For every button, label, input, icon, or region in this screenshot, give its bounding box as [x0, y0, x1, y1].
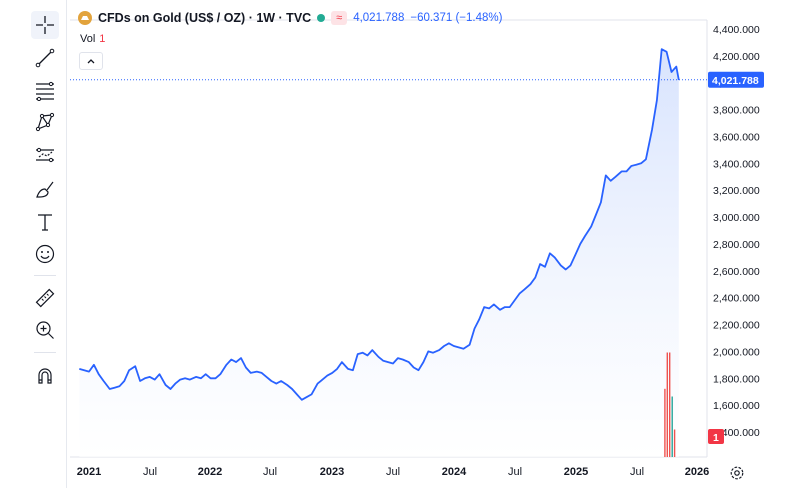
y-tick-label: 3,200.000 [713, 185, 760, 197]
toolbar-divider [34, 275, 56, 276]
collapse-legend-button[interactable] [79, 52, 103, 70]
volume-legend: Vol 1 [80, 33, 105, 45]
x-tick-label: Jul [386, 466, 400, 478]
ruler-icon [35, 288, 55, 308]
fib-retracement-tool[interactable] [31, 76, 59, 104]
y-tick-label: 1,800.000 [713, 373, 760, 385]
magnet-tool[interactable] [31, 362, 59, 390]
y-tick-label: 3,400.000 [713, 158, 760, 170]
volume-bar [673, 429, 676, 457]
x-tick-label: 2024 [442, 466, 467, 478]
chart-legend-header: CFDs on Gold (US$ / OZ) · 1W · TVC ≈ 4,0… [78, 9, 502, 27]
ruler-tool[interactable] [31, 284, 59, 312]
y-tick-label: 1,600.000 [713, 400, 760, 412]
last-price: 4,021.788 [353, 12, 405, 24]
crosshair-tool[interactable] [31, 11, 59, 39]
x-tick-label: Jul [263, 466, 277, 478]
gold-symbol-icon [78, 11, 92, 25]
emoji-tool[interactable] [31, 240, 59, 268]
crosshair-icon [36, 16, 54, 34]
fib-retracement-icon [36, 81, 54, 101]
last-price-tag [708, 71, 764, 88]
text-icon [38, 214, 52, 231]
y-tick-label: 3,000.000 [713, 212, 760, 224]
y-tick-label: 2,800.000 [713, 239, 760, 251]
text-tool[interactable] [31, 208, 59, 236]
y-tick-label: 4,400.000 [713, 24, 760, 36]
y-tick-label: 4,200.000 [713, 51, 760, 63]
price-change: −60.371 (−1.48%) [410, 12, 503, 24]
x-tick-label: 2022 [198, 466, 222, 478]
drawing-toolbar [0, 0, 67, 488]
trend-line-icon [35, 48, 55, 68]
zoom-in-icon [36, 321, 54, 339]
magnet-icon [38, 368, 52, 384]
y-tick-label: 3,600.000 [713, 132, 760, 144]
y-tick-label: 1,400.000 [713, 427, 760, 439]
y-tick-label: 2,200.000 [713, 320, 760, 332]
x-tick-label: Jul [508, 466, 522, 478]
y-tick-label: 2,600.000 [713, 266, 760, 278]
x-tick-label: Jul [630, 466, 644, 478]
volume-label: Vol [80, 33, 96, 45]
volume-bar [671, 396, 673, 457]
volume-bar [664, 388, 666, 457]
brush-icon [36, 181, 54, 198]
x-tick-label: 2021 [77, 466, 101, 478]
volume-badge [708, 429, 724, 444]
zoom-in-tool[interactable] [31, 316, 59, 344]
toolbar-divider [34, 352, 56, 353]
pattern-icon [35, 112, 55, 132]
y-tick-label: 2,000.000 [713, 346, 760, 358]
gear-icon [730, 466, 744, 480]
y-tick-label: 2,400.000 [713, 293, 760, 305]
emoji-icon [35, 244, 55, 264]
volume-bar [666, 352, 668, 457]
price-line[interactable] [79, 48, 680, 401]
price-area-fill [79, 49, 679, 457]
x-tick-label: 2023 [320, 466, 344, 478]
x-tick-label: Jul [143, 466, 157, 478]
wave-badge-icon[interactable]: ≈ [331, 11, 348, 25]
y-tick-label: 3,800.000 [713, 105, 760, 117]
chart-settings-button[interactable] [728, 464, 746, 482]
volume-badge-label: 1 [713, 432, 719, 444]
volume-value: 1 [99, 33, 106, 45]
brush-tool[interactable] [31, 175, 59, 203]
volume-bar [669, 352, 671, 457]
last-price-tag-label: 4,021.788 [712, 75, 759, 87]
symbol-title[interactable]: CFDs on Gold (US$ / OZ) · 1W · TVC [98, 11, 312, 25]
projection-tool[interactable] [31, 141, 59, 169]
projection-icon [36, 147, 54, 163]
market-open-icon [317, 14, 326, 22]
x-tick-label: 2026 [685, 466, 709, 478]
pattern-tool[interactable] [31, 108, 59, 136]
trend-line-tool[interactable] [31, 44, 59, 72]
x-tick-label: 2025 [564, 466, 588, 478]
chevron-up-icon [87, 59, 95, 64]
